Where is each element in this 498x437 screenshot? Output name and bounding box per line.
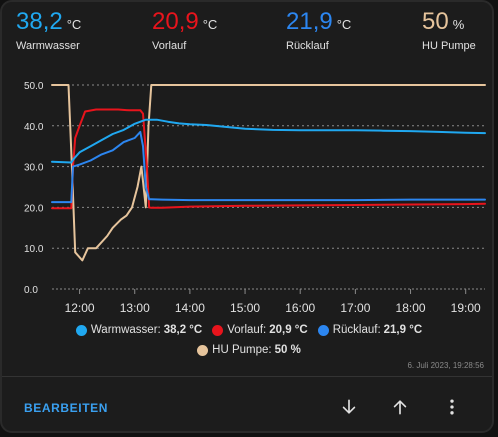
arrow-down-icon (342, 399, 356, 414)
legend-swatch (212, 324, 224, 336)
legend-item-hu-pumpe[interactable]: HU Pumpe: 50 % (197, 344, 301, 356)
history-chart[interactable]: 0.0 10.0 20.0 30.0 40.0 50.0 12:00 13:00 14:00 15… (2, 64, 494, 320)
arrow-up-icon (393, 400, 407, 415)
card-footer: BEARBEITEN (2, 376, 492, 431)
x-tick-label: 12:00 (65, 301, 95, 315)
chart-legend: Warmwasser: 38,2 °C Vorlauf: 20,9 °C Rüc… (2, 320, 492, 360)
stat-ruecklauf[interactable]: 21,9 °C Rücklauf (286, 8, 351, 52)
more-vertical-icon (450, 399, 454, 415)
y-tick-label: 0.0 (24, 285, 38, 296)
more-options-button[interactable] (440, 395, 464, 419)
x-tick-label: 13:00 (120, 301, 150, 315)
y-tick-label: 40.0 (24, 122, 44, 133)
stat-vorlauf[interactable]: 20,9 °C Vorlauf (152, 8, 217, 52)
move-down-button[interactable] (337, 395, 361, 419)
x-tick-label: 16:00 (285, 301, 315, 315)
edit-button[interactable]: BEARBEITEN (24, 401, 109, 415)
series-line-r-cklauf[interactable] (51, 130, 486, 204)
legend-label: Warmwasser: (90, 324, 161, 336)
x-tick-label: 19:00 (451, 301, 481, 315)
stat-value: 20,9 (152, 8, 199, 35)
series-line-warmwasser[interactable] (51, 118, 486, 164)
legend-swatch (75, 324, 87, 336)
series-line-hu-pumpe[interactable] (51, 84, 486, 262)
legend-item-vorlauf[interactable]: Vorlauf: 20,9 °C (212, 324, 308, 336)
series-line-vorlauf[interactable] (51, 108, 486, 210)
stat-value: 50 (422, 8, 449, 35)
last-updated-timestamp: 6. Juli 2023, 19:28:56 (407, 361, 484, 370)
stat-unit: °C (202, 17, 218, 32)
move-up-button[interactable] (388, 395, 412, 419)
legend-value: 21,9 °C (383, 324, 423, 336)
stat-warmwasser[interactable]: 38,2 °C Warmwasser (16, 8, 81, 52)
legend-label: HU Pumpe: (212, 344, 272, 356)
stat-unit: °C (66, 17, 82, 32)
stat-name: Vorlauf (152, 40, 187, 52)
stat-value: 38,2 (16, 8, 63, 35)
stat-name: Warmwasser (16, 40, 80, 52)
legend-value: 50 % (274, 344, 301, 356)
x-tick-label: 18:00 (396, 301, 426, 315)
x-tick-label: 17:00 (340, 301, 370, 315)
stat-hu-pumpe[interactable]: 50 % HU Pumpe (422, 8, 476, 52)
legend-label: Rücklauf: (332, 324, 381, 336)
stat-name: HU Pumpe (422, 40, 476, 52)
y-tick-label: 20.0 (24, 203, 44, 214)
legend-item-warmwasser[interactable]: Warmwasser: 38,2 °C (75, 324, 203, 336)
stats-header: 38,2 °C Warmwasser 20,9 °C Vorlauf 21,9 … (2, 2, 492, 64)
y-tick-label: 50.0 (24, 81, 44, 92)
y-tick-label: 30.0 (24, 163, 44, 174)
legend-item-ruecklauf[interactable]: Rücklauf: 21,9 °C (317, 324, 423, 336)
legend-label: Vorlauf: (227, 324, 267, 336)
legend-value: 38,2 °C (163, 324, 203, 336)
legend-swatch (317, 324, 329, 336)
legend-value: 20,9 °C (269, 324, 308, 336)
x-tick-label: 14:00 (175, 301, 205, 315)
y-tick-label: 10.0 (24, 244, 44, 255)
stat-unit: % (452, 17, 465, 32)
x-tick-label: 15:00 (230, 301, 260, 315)
legend-swatch (197, 344, 209, 356)
stat-unit: °C (336, 17, 352, 32)
stat-value: 21,9 (286, 8, 333, 35)
stat-name: Rücklauf (286, 40, 329, 52)
